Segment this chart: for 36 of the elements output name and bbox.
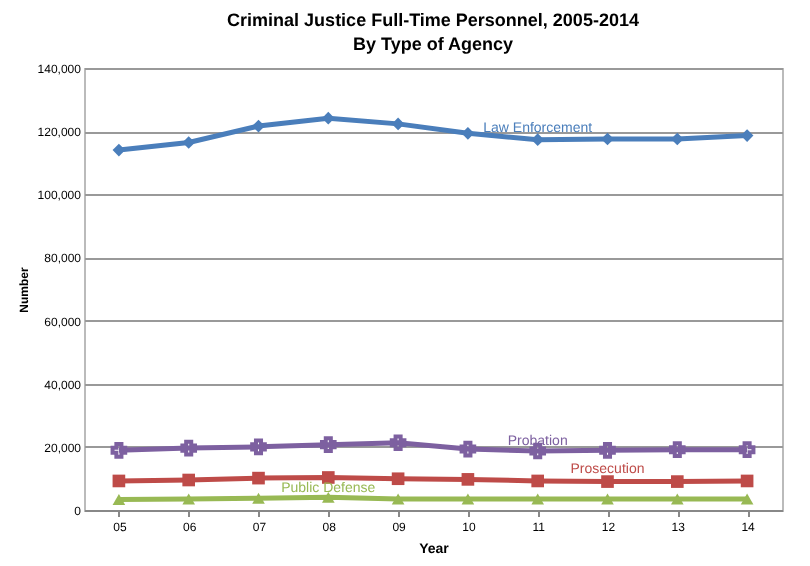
point <box>252 492 265 504</box>
point <box>601 132 614 146</box>
point <box>182 473 196 487</box>
point <box>738 441 756 459</box>
point <box>461 493 475 505</box>
point <box>112 474 126 488</box>
point <box>182 493 196 505</box>
point <box>110 442 128 459</box>
point <box>459 440 477 458</box>
point <box>112 494 126 506</box>
chart-title: Criminal Justice Full-Time Personnel, 2005-2014 <box>227 10 639 30</box>
point <box>321 111 335 125</box>
point <box>250 438 267 456</box>
point <box>252 471 265 485</box>
point <box>740 493 754 505</box>
point <box>182 136 196 149</box>
point <box>531 493 545 505</box>
point <box>252 119 265 133</box>
point <box>391 472 405 486</box>
point <box>668 441 686 459</box>
point <box>740 474 754 488</box>
point <box>670 493 684 505</box>
point <box>670 475 684 488</box>
point <box>599 442 616 459</box>
point <box>391 117 405 131</box>
point <box>601 475 614 488</box>
point <box>112 143 126 157</box>
point <box>391 493 405 505</box>
chart-subtitle: By Type of Agency <box>352 34 514 54</box>
point <box>531 474 545 488</box>
point <box>601 493 614 505</box>
point <box>461 127 475 140</box>
point <box>389 434 407 452</box>
point <box>180 439 198 457</box>
point <box>461 473 475 486</box>
point <box>319 436 337 453</box>
